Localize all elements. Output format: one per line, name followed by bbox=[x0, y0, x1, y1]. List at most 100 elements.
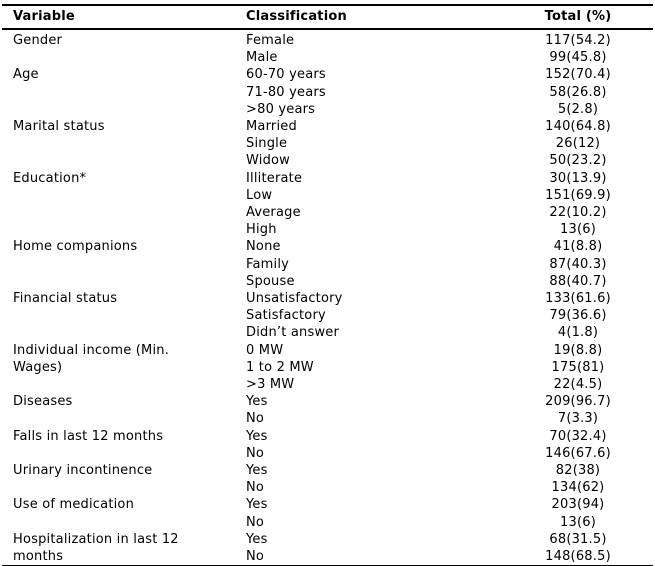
total-cell: 146(67.6) bbox=[545, 445, 611, 461]
table-row: Hospitalization in last 12 months Yes 68(3… bbox=[2, 531, 653, 564]
classification-cell: No bbox=[246, 445, 265, 461]
classification-cell: 1 to 2 MW bbox=[246, 359, 314, 375]
total-cell: 70(32.4) bbox=[549, 428, 607, 444]
table-row: Falls in last 12 months Yes 70(32.4) bbox=[2, 428, 653, 445]
total-cell: 140(64.8) bbox=[545, 119, 611, 135]
table-row: Satisfactory 79(36.6) bbox=[2, 307, 653, 324]
classification-cell: High bbox=[246, 222, 277, 238]
total-cell: 82(38) bbox=[555, 463, 601, 479]
table-row: 71-80 years 58(26.8) bbox=[2, 84, 653, 101]
table-row: Spouse 88(40.7) bbox=[2, 273, 653, 290]
classification-cell: Yes bbox=[246, 463, 268, 479]
total-cell: 134(62) bbox=[551, 480, 605, 496]
table-row: Individual income (Min. Wages) 0 MW 19(8.8… bbox=[2, 342, 653, 375]
table-header: Variable Classification Total (%) bbox=[2, 5, 653, 30]
total-cell: 79(36.6) bbox=[549, 308, 607, 324]
total-cell: 87(40.3) bbox=[549, 256, 607, 272]
total-cell: 19(8.8) bbox=[553, 342, 603, 358]
table-row: >3 MW 22(4.5) bbox=[2, 376, 653, 393]
classification-cell: Satisfactory bbox=[246, 308, 326, 324]
header-row: Variable Classification Total (%) bbox=[2, 5, 653, 30]
total-cell: 4(1.8) bbox=[557, 325, 599, 341]
table-row: No 7(3.3) bbox=[2, 410, 653, 427]
total-cell: 151(69.9) bbox=[545, 187, 611, 203]
table-row: Average 22(10.2) bbox=[2, 204, 653, 221]
variable-cell: Education* bbox=[13, 170, 87, 186]
table-row: Home companions None 41(8.8) bbox=[2, 238, 653, 255]
total-cell: 203(94) bbox=[551, 497, 605, 513]
classification-cell: Yes bbox=[246, 394, 268, 410]
classification-cell: Didn’t answer bbox=[246, 325, 340, 341]
variable-cell: Individual income (Min. Wages) bbox=[13, 342, 170, 375]
classification-cell: Yes bbox=[246, 497, 268, 513]
total-cell: 13(6) bbox=[560, 514, 596, 530]
table-row: Use of medication Yes 203(94) bbox=[2, 496, 653, 513]
table-row: Diseases Yes 209(96.7) bbox=[2, 393, 653, 410]
demographics-table: Variable Classification Total (%) Gender… bbox=[2, 4, 653, 566]
total-cell: 58(26.8) bbox=[549, 84, 607, 100]
table-row: Age 60-70 years 152(70.4) bbox=[2, 66, 653, 83]
total-cell: 175(81) bbox=[551, 359, 605, 375]
variable-cell: Falls in last 12 months bbox=[13, 428, 164, 444]
table-row: Financial status Unsatisfactory 133(61.6) bbox=[2, 290, 653, 307]
table-row: Marital status Married 140(64.8) bbox=[2, 118, 653, 135]
classification-cell: Low bbox=[246, 187, 273, 203]
classification-cell: >80 years bbox=[246, 101, 316, 117]
table-row: No 146(67.6) bbox=[2, 445, 653, 462]
table-row: Low 151(69.9) bbox=[2, 187, 653, 204]
table-row: Education* Illiterate 30(13.9) bbox=[2, 170, 653, 187]
classification-cell: No bbox=[246, 480, 265, 496]
table-row: 1 to 2 MW 175(81) bbox=[2, 359, 653, 376]
total-cell: 88(40.7) bbox=[549, 273, 607, 289]
variable-cell: Age bbox=[13, 67, 39, 83]
total-cell: 117(54.2) bbox=[545, 33, 611, 48]
total-cell: 68(31.5) bbox=[549, 531, 607, 547]
header-variable: Variable bbox=[2, 5, 235, 30]
total-cell: 22(4.5) bbox=[553, 377, 603, 393]
classification-cell: No bbox=[246, 514, 265, 530]
classification-cell: Yes bbox=[246, 531, 268, 547]
variable-cell: Urinary incontinence bbox=[13, 463, 153, 479]
total-cell: 50(23.2) bbox=[549, 153, 607, 169]
classification-cell: 60-70 years bbox=[246, 67, 326, 83]
classification-cell: >3 MW bbox=[246, 377, 295, 393]
classification-cell: 0 MW bbox=[246, 342, 284, 358]
variable-cell: Marital status bbox=[13, 119, 105, 135]
header-total: Total (%) bbox=[503, 5, 653, 30]
classification-cell: No bbox=[246, 549, 265, 565]
table-row: No 148(68.5) bbox=[2, 548, 653, 566]
variable-cell: Home companions bbox=[13, 239, 138, 255]
classification-cell: None bbox=[246, 239, 281, 255]
total-cell: 209(96.7) bbox=[545, 394, 611, 410]
header-classification: Classification bbox=[235, 5, 503, 30]
classification-cell: 71-80 years bbox=[246, 84, 326, 100]
classification-cell: No bbox=[246, 411, 265, 427]
total-cell: 99(45.8) bbox=[549, 50, 607, 66]
total-cell: 41(8.8) bbox=[553, 239, 603, 255]
table-row: Didn’t answer 4(1.8) bbox=[2, 324, 653, 341]
table-row: Urinary incontinence Yes 82(38) bbox=[2, 462, 653, 479]
total-cell: 5(2.8) bbox=[557, 101, 599, 117]
total-cell: 26(12) bbox=[555, 136, 601, 152]
classification-cell: Single bbox=[246, 136, 288, 152]
classification-cell: Male bbox=[246, 50, 278, 66]
classification-cell: Average bbox=[246, 205, 301, 221]
total-cell: 7(3.3) bbox=[557, 411, 599, 427]
total-cell: 152(70.4) bbox=[545, 67, 611, 83]
total-cell: 133(61.6) bbox=[545, 291, 611, 307]
variable-cell: Diseases bbox=[13, 394, 73, 410]
classification-cell: Spouse bbox=[246, 273, 295, 289]
total-cell: 30(13.9) bbox=[549, 170, 607, 186]
variable-cell: Financial status bbox=[13, 291, 118, 307]
table-row: >80 years 5(2.8) bbox=[2, 101, 653, 118]
table-body: Gender Female 117(54.2) Male 99(45.8) Age 60-7… bbox=[2, 29, 653, 566]
table-row: Gender Female 117(54.2) bbox=[2, 29, 653, 49]
variable-cell: Gender bbox=[13, 33, 63, 48]
classification-cell: Illiterate bbox=[246, 170, 303, 186]
classification-cell: Family bbox=[246, 256, 290, 272]
classification-cell: Married bbox=[246, 119, 297, 135]
classification-cell: Yes bbox=[246, 428, 268, 444]
classification-cell: Unsatisfactory bbox=[246, 291, 343, 307]
table-row: Single 26(12) bbox=[2, 135, 653, 152]
